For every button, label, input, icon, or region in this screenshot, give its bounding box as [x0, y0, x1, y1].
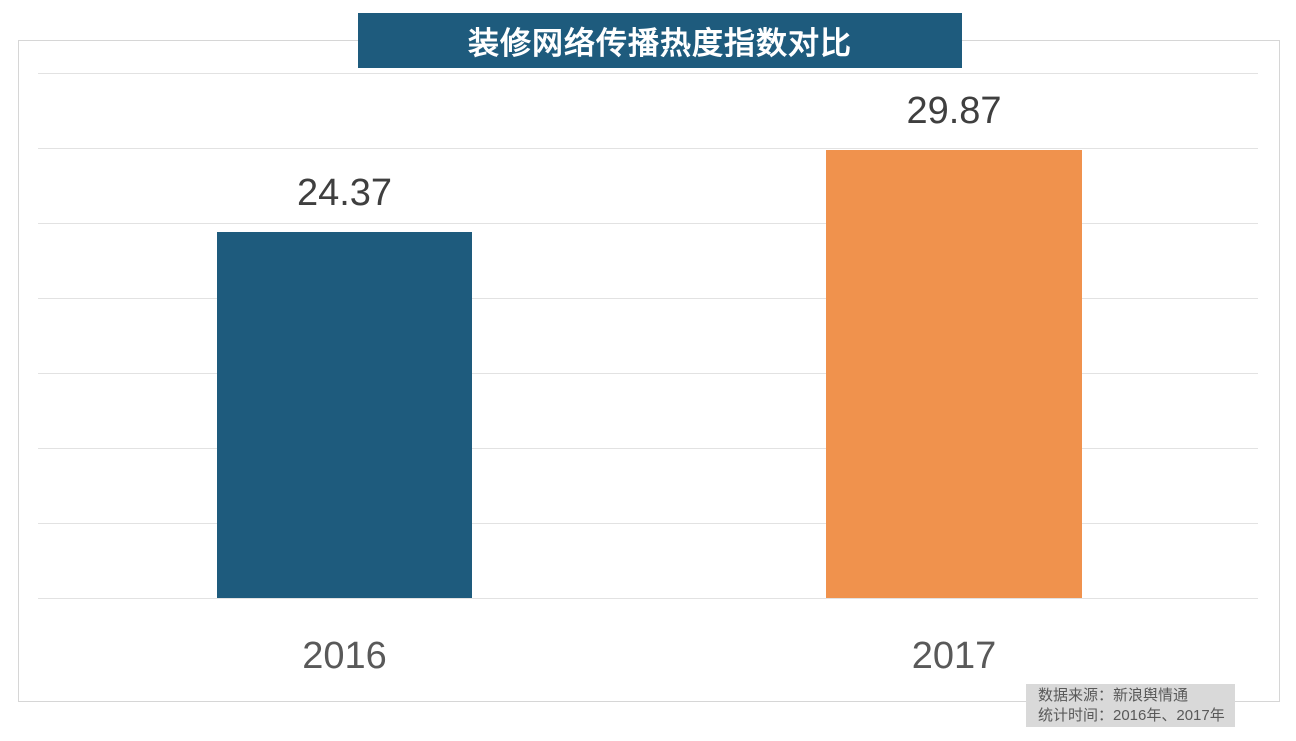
chart-title: 装修网络传播热度指数对比 — [468, 26, 852, 61]
bar-2016 — [217, 232, 472, 598]
x-axis-label-2016: 2016 — [302, 635, 387, 677]
gridline — [38, 148, 1258, 149]
gridline — [38, 598, 1258, 599]
gridline — [38, 448, 1258, 449]
value-label-2016: 24.37 — [296, 172, 393, 214]
bar-2017 — [826, 150, 1082, 598]
gridline — [38, 73, 1258, 74]
bar-group-2016: 24.37 — [217, 174, 472, 598]
value-label-2017: 29.87 — [906, 90, 1002, 132]
x-axis-label-2017: 2017 — [911, 635, 997, 677]
gridline — [38, 373, 1258, 374]
chart-border-box — [18, 40, 1280, 702]
gridline — [38, 223, 1258, 224]
bar-group-2017: 29.87 — [826, 92, 1082, 598]
chart-title-banner: 装修网络传播热度指数对比 — [358, 13, 962, 68]
source-note: 数据来源：新浪舆情通 统计时间：2016年、2017年 — [1026, 684, 1235, 727]
source-note-line-2: 统计时间：2016年、2017年 — [1038, 707, 1225, 724]
gridline — [38, 298, 1258, 299]
source-note-line-1: 数据来源：新浪舆情通 — [1038, 687, 1189, 704]
gridline — [38, 523, 1258, 524]
